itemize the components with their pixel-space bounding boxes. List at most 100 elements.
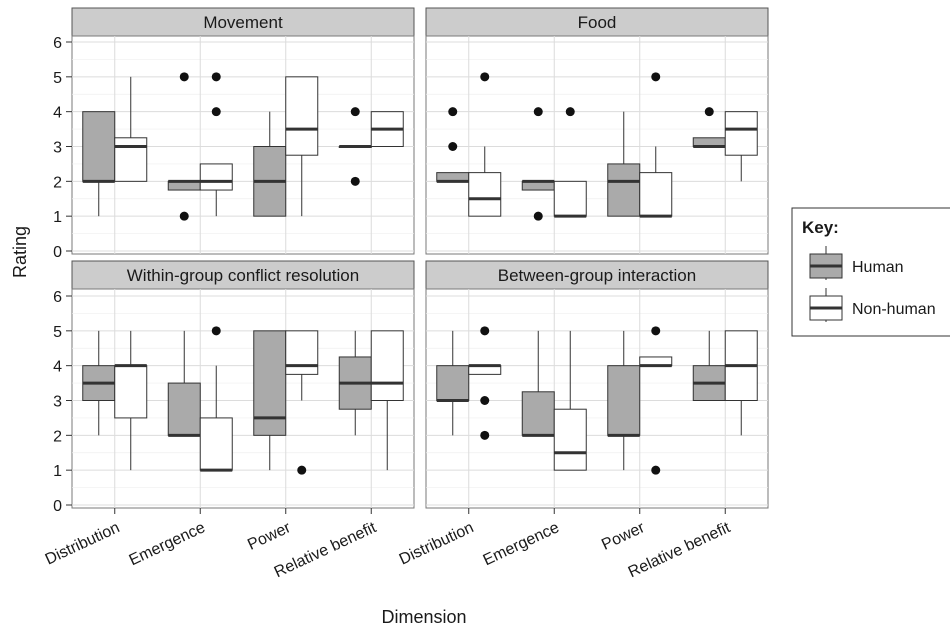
box-non-human [724, 111, 758, 182]
facet-panel: Food [425, 7, 769, 255]
box-human [436, 330, 470, 436]
x-tick-label: Power [599, 519, 648, 554]
box-non-human [370, 330, 404, 471]
x-tick-label: Distribution [397, 519, 477, 568]
box-non-human [370, 111, 404, 147]
box-outlier [480, 72, 490, 82]
box-outlier [533, 107, 543, 117]
legend-entry-human: Human [809, 246, 904, 280]
facet-strip [425, 260, 769, 290]
box-human [253, 330, 287, 471]
box-non-human [114, 330, 148, 471]
legend-entry-non-human: Non-human [809, 288, 936, 322]
box-non-human [724, 330, 758, 436]
box-body [114, 137, 148, 182]
box-human [338, 330, 372, 436]
box-body [436, 365, 470, 401]
box-body [639, 172, 673, 217]
box-non-human [199, 326, 233, 472]
box-outlier [565, 107, 575, 117]
box-body [607, 365, 641, 436]
box-outlier [704, 107, 714, 117]
legend-entry-label: Human [852, 259, 904, 276]
facet-panel: Within-group conflict resolution 0 1 2 3 4 5 6 D… [43, 260, 415, 581]
facet-panel: Movement 0 1 2 3 4 5 6 [53, 7, 415, 261]
x-tick-label: Emergence [481, 519, 562, 569]
facet-panel: Between-group interaction Distribution Eme… [397, 260, 769, 581]
y-tick-label: 3 [53, 140, 62, 157]
box-non-human [468, 326, 502, 440]
box-outlier [480, 326, 490, 336]
box-body [285, 330, 319, 375]
box-outlier [480, 396, 490, 405]
box-human [607, 330, 641, 471]
x-tick-label: Distribution [43, 519, 123, 568]
facet-strip [71, 260, 415, 290]
y-tick-label: 4 [53, 359, 62, 376]
y-tick-label: 6 [53, 289, 62, 306]
box-human [167, 330, 201, 437]
box-outlier [480, 430, 490, 440]
box-body [521, 391, 555, 436]
box-non-human [639, 72, 673, 218]
box-non-human [285, 76, 319, 217]
box-outlier [211, 107, 221, 117]
box-body [553, 408, 587, 471]
legend-title: Key: [802, 218, 839, 237]
box-non-human [114, 76, 148, 182]
y-tick-label: 1 [53, 463, 62, 480]
box-outlier [651, 465, 661, 475]
box-outlier [179, 211, 189, 221]
box-human [82, 330, 116, 436]
legend-entries: Human Non-human [809, 246, 936, 322]
box-human [436, 107, 470, 183]
box-outlier [211, 72, 221, 82]
box-outlier [448, 107, 458, 117]
box-outlier [211, 326, 221, 336]
box-body [724, 111, 758, 156]
box-non-human [553, 107, 587, 218]
box-non-human [468, 72, 502, 217]
box-human [167, 72, 201, 221]
box-body [370, 330, 404, 402]
facet-title: Within-group conflict resolution [127, 266, 359, 285]
y-tick-label: 5 [53, 70, 62, 87]
box-outlier [533, 211, 543, 221]
facet-title: Between-group interaction [498, 266, 696, 285]
box-body [199, 417, 233, 471]
box-human [253, 111, 287, 217]
y-tick-label: 1 [53, 209, 62, 226]
facet-strip [425, 7, 769, 37]
y-tick-label: 0 [53, 244, 62, 261]
legend: Key: Human Non-human [791, 207, 950, 337]
y-tick-label: 3 [53, 394, 62, 411]
facet-strip [71, 7, 415, 37]
facet-title: Food [578, 13, 617, 32]
y-tick-label: 6 [53, 35, 62, 52]
box-human [521, 107, 555, 221]
legend-entry-label: Non-human [852, 301, 936, 318]
box-body [199, 163, 233, 191]
box-outlier [350, 107, 360, 117]
box-outlier [350, 176, 360, 186]
x-tick-label: Power [245, 519, 294, 554]
box-body [553, 180, 587, 217]
x-tick-label: Emergence [127, 519, 208, 569]
box-outlier [179, 72, 189, 82]
box-non-human [199, 72, 233, 217]
y-tick-label: 2 [53, 428, 62, 445]
y-axis-title: Rating [10, 226, 30, 278]
box-body [253, 330, 287, 436]
box-human [692, 107, 726, 148]
box-body [607, 163, 641, 217]
box-outlier [651, 326, 661, 336]
box-outlier [651, 72, 661, 82]
box-non-human [639, 326, 673, 475]
y-tick-label: 4 [53, 105, 62, 122]
box-body [285, 76, 319, 156]
y-tick-label: 0 [53, 498, 62, 515]
facet-title: Movement [203, 13, 283, 32]
box-non-human [285, 330, 319, 475]
facet-panels: Movement 0 1 2 3 4 5 6 Food Within-group conflict… [43, 7, 769, 581]
